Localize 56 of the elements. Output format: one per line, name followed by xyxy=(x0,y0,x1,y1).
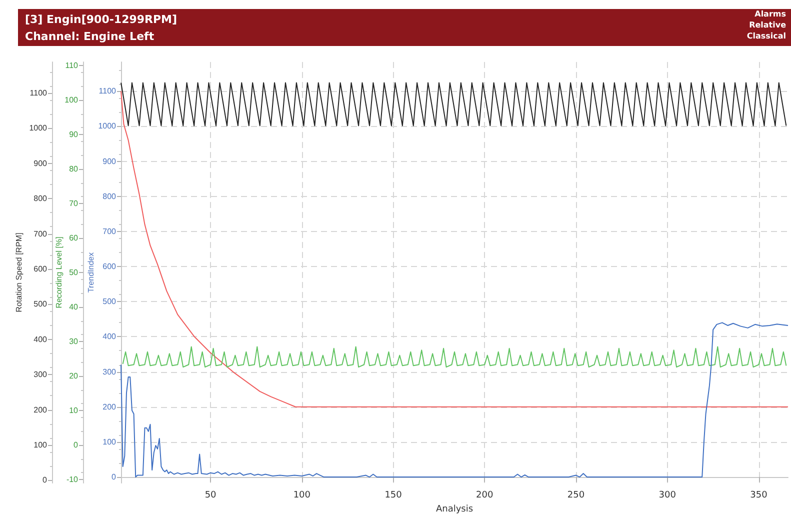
y3-tick-label: 90 xyxy=(69,130,79,139)
y3-tick-label: -10 xyxy=(66,475,79,484)
text: Classical xyxy=(746,32,786,40)
y2-tick-label: 800 xyxy=(34,194,48,204)
x-tick-label: 150 xyxy=(384,490,402,500)
x-tick-label: 200 xyxy=(476,490,494,500)
y3-tick-label: 70 xyxy=(69,198,79,208)
line-series xyxy=(120,322,788,478)
y2-axis-title: Rotation Speed [RPM] xyxy=(14,232,24,312)
x-tick-label: 350 xyxy=(750,490,768,500)
y2-tick-label: 700 xyxy=(34,229,48,238)
y2-tick-label: 900 xyxy=(34,158,48,168)
y-tick-label: 0 xyxy=(112,472,117,482)
y-tick-label: 500 xyxy=(102,297,117,306)
y-tick-label: 1100 xyxy=(98,86,117,96)
line-series xyxy=(122,346,787,368)
y3-tick-label: 10 xyxy=(69,406,79,416)
y3-tick-label: 50 xyxy=(69,268,79,277)
text: Alarms xyxy=(754,10,786,18)
y2-tick-label: 1000 xyxy=(29,124,48,133)
x-tick-label: 50 xyxy=(204,490,217,500)
y3-tick-label: 0 xyxy=(74,440,79,450)
y2-tick-label: 600 xyxy=(34,264,48,274)
text: Relative xyxy=(749,20,787,30)
y2-tick-label: 300 xyxy=(34,370,48,380)
y3-tick-label: 80 xyxy=(69,164,79,174)
y-tick-label: 200 xyxy=(102,402,117,412)
x-tick-label: 250 xyxy=(567,490,585,500)
y2-tick-label: 500 xyxy=(34,300,48,309)
y2-tick-label: 0 xyxy=(42,476,48,485)
chart-title: [3] Engin[900-1299RPM] xyxy=(25,13,178,26)
x-tick-label: 100 xyxy=(293,490,311,500)
y-tick-label: 300 xyxy=(102,367,117,376)
y2-tick-label: 400 xyxy=(34,334,48,344)
y3-tick-label: 100 xyxy=(64,95,79,104)
y-tick-label: 100 xyxy=(102,437,117,446)
y3-axis-title: Recording Level [%] xyxy=(54,236,64,308)
y-tick-label: 800 xyxy=(102,192,117,201)
y3-tick-label: 60 xyxy=(69,233,79,242)
y3-tick-label: 110 xyxy=(65,60,79,70)
y-tick-label: 700 xyxy=(102,226,117,236)
y3-tick-label: 20 xyxy=(69,372,79,381)
chart-subtitle: Channel: Engine Left xyxy=(25,30,154,43)
y-tick-label: 1000 xyxy=(98,122,117,131)
y-axis-title: TrendIndex xyxy=(86,252,96,293)
y-tick-label: 600 xyxy=(102,262,117,272)
y3-tick-label: 40 xyxy=(69,302,79,312)
y3-tick-label: 30 xyxy=(69,337,79,346)
y2-tick-label: 200 xyxy=(34,405,48,414)
y2-tick-label: 100 xyxy=(34,440,48,450)
x-axis-title: Analysis xyxy=(436,504,474,514)
y-tick-label: 900 xyxy=(102,156,117,166)
y-tick-label: 400 xyxy=(102,332,117,342)
x-tick-label: 300 xyxy=(658,490,676,500)
y2-tick-label: 1100 xyxy=(30,88,48,98)
line-series xyxy=(120,90,788,408)
